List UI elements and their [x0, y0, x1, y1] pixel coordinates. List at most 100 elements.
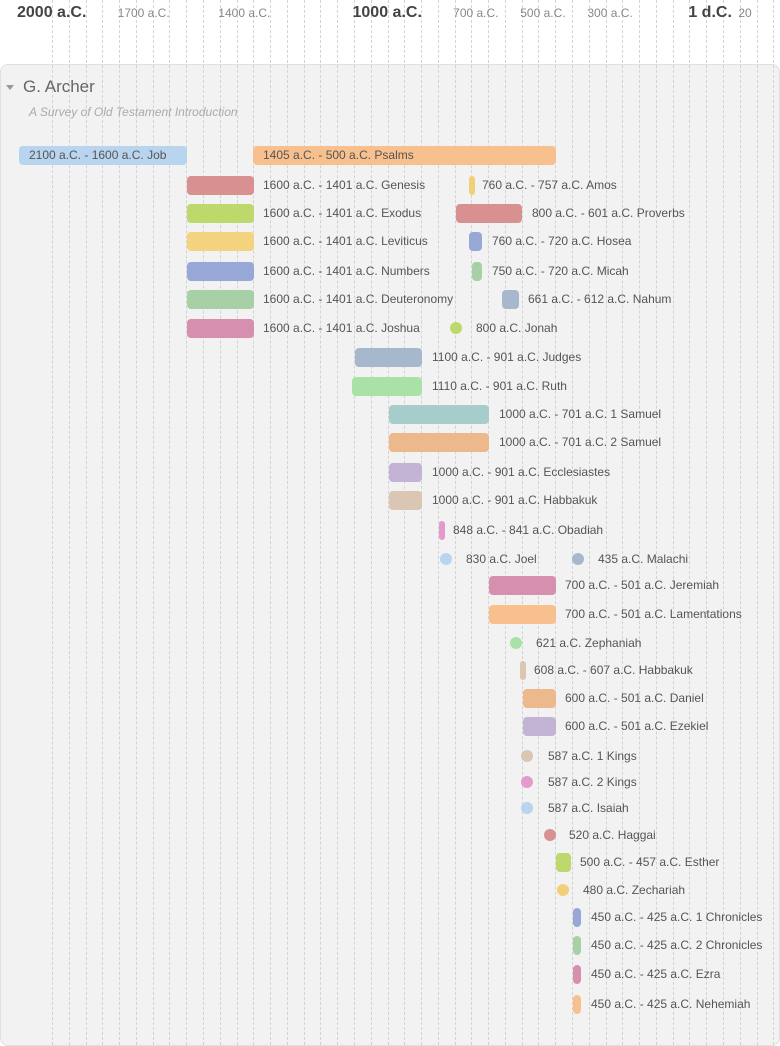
event-bar[interactable] — [469, 232, 483, 251]
gridline — [119, 65, 121, 1045]
event-bar[interactable] — [388, 405, 489, 424]
event-bar[interactable] — [19, 146, 188, 165]
event-label[interactable]: 1600 a.C. - 1401 a.C. Deuteronomy — [263, 292, 454, 306]
event-bar[interactable] — [439, 521, 446, 540]
event-bar[interactable] — [556, 853, 571, 872]
event-label[interactable]: 1000 a.C. - 701 a.C. 1 Samuel — [499, 407, 662, 421]
event-label[interactable]: 800 a.C. - 601 a.C. Proverbs — [532, 206, 685, 220]
event-label[interactable]: 1600 a.C. - 1401 a.C. Exodus — [263, 206, 422, 220]
gridline — [706, 65, 708, 1045]
gridline — [320, 65, 322, 1045]
event-label[interactable]: 450 a.C. - 425 a.C. Ezra — [591, 967, 721, 981]
event-label[interactable]: 1000 a.C. - 901 a.C. Ecclesiastes — [432, 465, 611, 479]
event-label[interactable]: 700 a.C. - 501 a.C. Lamentations — [565, 607, 742, 621]
gridline — [588, 65, 590, 1045]
event-label[interactable]: 661 a.C. - 612 a.C. Nahum — [528, 292, 672, 306]
event-label[interactable]: 450 a.C. - 425 a.C. 1 Chronicles — [591, 910, 763, 924]
event-bar[interactable] — [573, 995, 582, 1014]
event-label[interactable]: 760 a.C. - 720 a.C. Hosea — [492, 234, 632, 248]
event-bar[interactable] — [187, 319, 254, 338]
event-bar[interactable] — [388, 491, 422, 510]
event-label[interactable]: 587 a.C. Isaiah — [548, 801, 629, 815]
event-bar[interactable] — [522, 689, 556, 708]
event-label[interactable]: 800 a.C. Jonah — [476, 321, 558, 335]
event-label[interactable]: 848 a.C. - 841 a.C. Obadiah — [453, 523, 604, 537]
event-label[interactable]: 450 a.C. - 425 a.C. 2 Chronicles — [591, 938, 763, 952]
event-dot[interactable] — [572, 553, 585, 565]
event-bar[interactable] — [469, 176, 476, 195]
event-label[interactable]: 600 a.C. - 501 a.C. Daniel — [565, 691, 704, 705]
gridline — [353, 65, 355, 1045]
event-bar[interactable] — [354, 348, 422, 367]
gridline — [538, 65, 540, 1045]
gridline — [270, 65, 272, 1045]
event-label[interactable]: 1600 a.C. - 1401 a.C. Genesis — [263, 178, 426, 192]
axis-tick-label: 1000 a.C. — [352, 4, 422, 21]
event-bar[interactable] — [187, 176, 254, 195]
event-bar[interactable] — [522, 717, 556, 736]
event-bar[interactable] — [455, 204, 523, 223]
event-bar[interactable] — [187, 262, 254, 281]
event-dot[interactable] — [521, 802, 534, 814]
event-label[interactable]: 1000 a.C. - 701 a.C. 2 Samuel — [499, 435, 662, 449]
axis-tick-label: 20 — [738, 6, 752, 20]
event-bar[interactable] — [187, 232, 254, 251]
event-label[interactable]: 1100 a.C. - 901 a.C. Judges — [432, 350, 582, 364]
gridline — [756, 65, 758, 1045]
gridline — [739, 65, 741, 1045]
event-bar[interactable] — [573, 908, 582, 927]
event-label[interactable]: 1000 a.C. - 901 a.C. Habbakuk — [432, 493, 598, 507]
collapse-triangle-icon[interactable] — [5, 83, 15, 93]
gridline — [655, 65, 657, 1045]
event-label[interactable]: 1600 a.C. - 1401 a.C. Joshua — [263, 321, 420, 335]
event-dot[interactable] — [556, 884, 569, 896]
event-label[interactable]: 587 a.C. 1 Kings — [548, 749, 637, 763]
event-label[interactable]: 760 a.C. - 757 a.C. Amos — [482, 178, 617, 192]
event-bar[interactable] — [388, 433, 489, 452]
gridline — [337, 65, 339, 1045]
event-label[interactable]: 700 a.C. - 501 a.C. Jeremiah — [565, 578, 720, 592]
event-bar[interactable] — [489, 605, 556, 624]
event-label[interactable]: 450 a.C. - 425 a.C. Nehemiah — [591, 997, 751, 1011]
event-bar[interactable] — [573, 936, 582, 955]
event-dot[interactable] — [521, 776, 534, 788]
event-label[interactable]: 1405 a.C. - 500 a.C. Psalms — [263, 148, 414, 162]
event-bar[interactable] — [388, 463, 422, 482]
event-label[interactable]: 587 a.C. 2 Kings — [548, 775, 637, 789]
event-bar[interactable] — [351, 377, 422, 396]
gridline — [723, 65, 724, 1045]
event-label[interactable]: 830 a.C. Joel — [466, 552, 537, 566]
event-dot[interactable] — [439, 553, 452, 565]
event-dot[interactable] — [449, 322, 462, 334]
gridline — [387, 65, 389, 1045]
gridline — [605, 65, 607, 1045]
event-label[interactable]: 1600 a.C. - 1401 a.C. Numbers — [263, 264, 430, 278]
gridline — [303, 65, 305, 1045]
event-label[interactable]: 2100 a.C. - 1600 a.C. Job — [29, 148, 167, 162]
event-dot[interactable] — [543, 829, 556, 841]
event-dot[interactable] — [521, 750, 534, 762]
event-label[interactable]: 1600 a.C. - 1401 a.C. Leviticus — [263, 234, 428, 248]
event-bar[interactable] — [489, 576, 556, 595]
event-bar[interactable] — [502, 290, 519, 309]
event-bar[interactable] — [187, 290, 254, 309]
event-label[interactable]: 520 a.C. Haggai — [569, 828, 656, 842]
event-label[interactable]: 500 a.C. - 457 a.C. Esther — [580, 855, 720, 869]
gridline — [202, 65, 204, 1045]
gridline — [504, 65, 506, 1045]
event-label[interactable]: 621 a.C. Zephaniah — [536, 636, 642, 650]
event-dot[interactable] — [509, 637, 522, 649]
event-label[interactable]: 750 a.C. - 720 a.C. Micah — [492, 264, 629, 278]
gridline — [370, 65, 372, 1045]
event-label[interactable]: 600 a.C. - 501 a.C. Ezekiel — [565, 719, 709, 733]
event-label[interactable]: 480 a.C. Zechariah — [583, 883, 686, 897]
event-bar[interactable] — [573, 965, 582, 984]
event-bar[interactable] — [472, 262, 483, 281]
event-bar[interactable] — [187, 204, 254, 223]
event-bar[interactable] — [520, 661, 527, 680]
event-label[interactable]: 435 a.C. Malachi — [598, 552, 689, 566]
event-label[interactable]: 1110 a.C. - 901 a.C. Ruth — [432, 379, 567, 393]
event-label[interactable]: 608 a.C. - 607 a.C. Habbakuk — [534, 663, 693, 677]
event-bar[interactable] — [252, 146, 557, 165]
group-title[interactable]: G. Archer — [23, 77, 95, 96]
